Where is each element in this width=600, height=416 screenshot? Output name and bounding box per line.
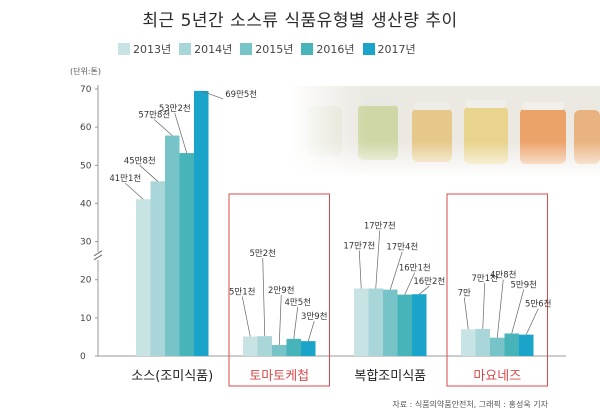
value-label: 3만9천 [301,311,327,322]
legend-label: 2017년 [377,43,416,56]
chart-title: 최근 5년간 소스류 식품유형별 생산량 추이 [142,11,458,31]
bar-0-1 [150,181,165,356]
bar-2-2 [383,289,398,356]
leader-line [482,282,486,329]
legend-label: 2015년 [255,43,294,56]
value-label: 5만1천 [229,287,255,298]
y-tick-label: 40 [80,199,92,209]
value-label: 17만7천 [343,240,375,251]
legend-swatch [179,43,192,55]
legend-swatch [362,43,375,55]
y-tick-label: 70 [80,85,92,95]
bar-3-4 [519,334,534,356]
leader-line [241,296,251,337]
highlight-frame [446,193,548,387]
highlight-frame [228,193,330,387]
y-tick-label: 10 [80,314,92,324]
leader-line [375,230,381,289]
legend-item-2015: 2015년 [240,41,293,57]
legend-item-2017: 2017년 [362,41,416,57]
leader-line [278,294,282,345]
leader-line [511,289,525,334]
leader-line [201,90,224,100]
leader-line [125,182,144,200]
leader-line [463,297,469,330]
category-label: 복합조미식품 [354,369,426,384]
bar-0-0 [136,199,151,356]
bar-0-2 [165,135,180,356]
category-label: 소스(조미식품) [131,369,213,384]
y-tick-label: 50 [80,161,92,171]
value-label: 53만2천 [159,103,191,114]
bar-3-2 [490,337,505,356]
y-tick-label: 0 [80,352,86,362]
value-label: 5만2천 [250,248,276,259]
bar-3-3 [504,333,519,356]
leader-line [358,250,362,289]
legend-label: 2014년 [194,43,233,56]
value-label: 17만4천 [386,242,418,253]
bar-3-1 [475,328,490,356]
leader-line [496,279,504,338]
legend-item-2016: 2016년 [301,41,355,57]
value-label: 4만5천 [285,297,311,308]
bar-1-3 [286,338,301,356]
bar-1-2 [272,344,287,356]
source-note: 자료 : 식품의약품안전처, 그래픽 : 홍성욱 기자 [392,400,548,409]
legend-label: 2013년 [133,43,172,56]
category-label: 마요네즈 [473,369,521,384]
bar-2-0 [354,288,369,356]
y-tick-label: 30 [80,238,92,248]
value-label: 17만7천 [364,220,396,231]
leader-line [389,251,403,290]
legend-swatch [240,43,253,55]
axis-break-mark [93,254,103,261]
legend-label: 2016년 [316,43,355,56]
leader-line [174,112,188,154]
bar-0-3 [179,153,194,356]
value-label: 4만8천 [490,270,516,281]
value-label: 45만8천 [124,155,156,166]
value-label: 2만9천 [268,285,294,296]
leader-line [154,119,173,136]
value-label: 57만8천 [138,110,170,121]
y-tick-label: 20 [80,276,92,286]
legend-item-2013: 2013년 [118,41,171,57]
value-label: 5만6천 [525,299,551,310]
bar-1-0 [243,336,258,356]
axis-break-gap [94,251,102,260]
leader-line [419,285,430,295]
value-label: 7만 [458,288,471,298]
leader-line [307,321,315,342]
bar-1-4 [301,341,316,356]
value-label: 7만1천 [472,273,498,284]
category-label: 토마토케첩 [249,369,309,384]
leader-line [262,258,266,337]
sauce-jars-photo [288,86,600,178]
leader-line [293,306,299,339]
legend: 2013년 2014년 2015년 2016년 2017년 [118,41,416,57]
bar-1-1 [257,336,272,356]
bar-0-4 [194,90,209,357]
axis-break-mark [93,250,103,257]
value-label: 69만5천 [225,89,257,100]
bar-2-4 [412,294,427,356]
legend-swatch [118,43,130,55]
value-label: 16만2천 [413,276,445,287]
unit-label: (단위:톤) [70,67,102,76]
value-label: 41만1천 [109,173,141,184]
leader-line [404,272,416,295]
legend-swatch [301,43,314,55]
value-label: 5만9천 [511,279,537,290]
bar-2-3 [397,294,412,356]
bar-3-0 [461,329,476,356]
bar-2-1 [368,288,383,356]
leader-line [525,308,539,335]
legend-item-2014: 2014년 [179,41,232,57]
y-tick-label: 60 [80,123,92,133]
value-label: 16만1천 [399,263,431,274]
leader-line [139,165,158,182]
